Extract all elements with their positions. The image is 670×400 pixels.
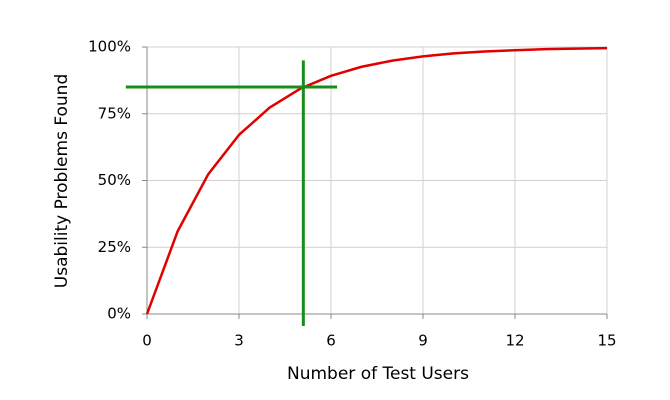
x-tick-label: 0	[142, 332, 152, 350]
line-series	[145, 46, 608, 315]
y-tick-label: 0%	[107, 305, 131, 323]
y-tick-label: 25%	[98, 238, 131, 256]
x-tick-label: 15	[597, 332, 616, 350]
x-tick-label: 12	[505, 332, 524, 350]
x-tick-label: 6	[326, 332, 336, 350]
y-tick-label: 100%	[88, 38, 131, 56]
y-tick-label: 75%	[98, 104, 131, 122]
y-axis-label: Usability Problems Found	[52, 74, 72, 288]
x-tick-label: 9	[418, 332, 428, 350]
y-tick-label: 50%	[98, 171, 131, 189]
x-tick-label: 3	[234, 332, 244, 350]
x-axis-label: Number of Test Users	[287, 364, 469, 384]
